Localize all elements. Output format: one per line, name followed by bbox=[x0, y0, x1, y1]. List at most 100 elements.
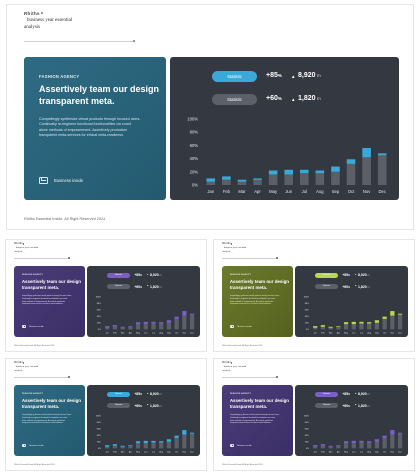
bar-base bbox=[389, 434, 395, 449]
percent-value-1: +85% bbox=[134, 273, 142, 277]
bar-top bbox=[112, 443, 117, 446]
bar-top bbox=[312, 444, 318, 447]
bar-top bbox=[335, 325, 341, 327]
headline-line-1: Assertively team our design bbox=[229, 398, 290, 404]
bar-base bbox=[151, 323, 156, 330]
metric-unit: m bbox=[317, 73, 321, 78]
x-tick-label: Dec bbox=[190, 332, 194, 334]
x-tick-label: Jul bbox=[152, 332, 155, 334]
body-line-2: Continually re-engineer functional funct… bbox=[21, 298, 67, 301]
x-tick-label: Apr bbox=[336, 450, 340, 453]
x-tick-label: Feb bbox=[321, 332, 325, 334]
slide-footer: Rhiths Essential Inside. All Right Reser… bbox=[14, 344, 55, 347]
bar-base bbox=[351, 323, 356, 330]
bar-base bbox=[158, 442, 164, 449]
bar-top bbox=[320, 443, 325, 446]
slide-thumb-olive[interactable]: Rhiths business year essential analysis FAS… bbox=[213, 239, 415, 352]
brand-name: Rhiths bbox=[14, 242, 24, 245]
bar-top bbox=[174, 435, 179, 438]
statistic-pill-1[interactable]: Statistic bbox=[315, 391, 338, 398]
bar-base bbox=[397, 433, 402, 449]
slide-thumb-teal[interactable]: Rhiths business year essential analysis FAS… bbox=[5, 358, 207, 471]
subtitle-line-1: business year essential bbox=[27, 18, 73, 23]
subtitle-line-2: analysis bbox=[222, 249, 231, 253]
bar-base bbox=[331, 171, 340, 185]
y-tick-label: 80% bbox=[190, 130, 199, 135]
x-tick-label: Dec bbox=[398, 332, 402, 334]
statistic-pill-1[interactable]: Statistic bbox=[315, 272, 338, 279]
feature-card: FASHION AGENCY Assertively team our desig… bbox=[222, 384, 293, 456]
bar-top bbox=[166, 319, 171, 323]
header-rule-dot bbox=[68, 376, 70, 378]
feature-card: FASHION AGENCY Assertively team our desig… bbox=[222, 265, 293, 337]
x-tick-label: Feb bbox=[223, 189, 231, 194]
subtitle-line-2: analysis bbox=[222, 368, 231, 372]
card-tag: FASHION AGENCY bbox=[39, 74, 80, 79]
bar-top bbox=[143, 321, 148, 324]
bar-base bbox=[328, 446, 333, 449]
x-tick-label: Jan bbox=[105, 451, 109, 453]
y-tick-label: 20% bbox=[96, 441, 100, 443]
percent-suffix: % bbox=[348, 394, 351, 397]
x-tick-label: Sep bbox=[375, 332, 380, 334]
y-tick-label: 100% bbox=[303, 415, 308, 417]
statistic-pill-1[interactable]: Statistic bbox=[107, 391, 130, 398]
x-tick-label: May bbox=[344, 451, 349, 453]
card-body: Compellingly synthesize virtual products… bbox=[230, 414, 292, 425]
bar-top bbox=[181, 429, 187, 435]
bar-base bbox=[268, 174, 278, 185]
bar-top bbox=[315, 170, 325, 174]
y-tick-label: 20% bbox=[304, 441, 308, 443]
bar-base bbox=[351, 442, 356, 449]
body-line-2: Continually re-engineer functional funct… bbox=[229, 298, 275, 301]
x-tick-label: Jan bbox=[313, 451, 317, 453]
bar-base bbox=[151, 442, 156, 449]
statistic-pill-2[interactable]: Statistic bbox=[315, 403, 338, 409]
statistic-pill-1[interactable]: Statistic bbox=[107, 272, 130, 279]
slide-main[interactable]: Rhiths business year essential analysis FAS… bbox=[6, 4, 414, 230]
bar-base bbox=[328, 327, 333, 330]
bar-top bbox=[253, 178, 262, 180]
card-body: Compellingly synthesize virtual products… bbox=[39, 117, 164, 139]
card-headline: Assertively team our design transparent m… bbox=[39, 84, 164, 107]
metric-unit: m bbox=[159, 394, 162, 397]
header-rule-dot bbox=[276, 376, 278, 378]
percent-number: +85 bbox=[134, 273, 141, 278]
bar-top bbox=[174, 316, 179, 319]
x-tick-label: Mar bbox=[121, 332, 125, 334]
statistic-pill-1[interactable]: Statistic bbox=[212, 71, 257, 82]
x-tick-label: Jun bbox=[144, 332, 148, 334]
brand-name: Rhiths bbox=[24, 11, 40, 16]
y-tick-label: 60% bbox=[190, 143, 199, 148]
x-tick-label: Dec bbox=[398, 451, 402, 453]
bar-base bbox=[120, 327, 125, 330]
body-line-2: Continually re-engineer functional funct… bbox=[39, 122, 131, 127]
subtitle-line-1: business year essential bbox=[15, 365, 39, 369]
metric-number: 8,920 bbox=[150, 273, 159, 278]
percent-number: +60 bbox=[134, 284, 141, 289]
bar-top bbox=[189, 313, 194, 315]
bar-top bbox=[351, 321, 356, 324]
bar-top bbox=[284, 169, 293, 175]
bar-chart: 0% 20% 40% 60% 80% 100% Jan Feb Mar Apr May Jun Jul A… bbox=[187, 117, 387, 194]
slide-thumb-purple-2[interactable]: Rhiths business year essential analysis FAS… bbox=[213, 358, 415, 471]
bar-base bbox=[382, 437, 387, 449]
slide-thumb-purple[interactable]: Rhiths business year essential analysis FAS… bbox=[5, 239, 207, 352]
bar-base bbox=[377, 155, 387, 185]
statistic-pill-2[interactable]: Statistic bbox=[315, 284, 338, 290]
x-tick-label: Oct bbox=[383, 450, 387, 453]
statistic-pill-2[interactable]: Statistic bbox=[107, 284, 130, 290]
statistic-pill-2[interactable]: Statistic bbox=[107, 403, 130, 409]
statistic-pill-2[interactable]: Statistic bbox=[212, 94, 257, 105]
x-tick-label: Dec bbox=[378, 189, 385, 194]
bar-base bbox=[174, 318, 179, 330]
metric-number: 8,920 bbox=[150, 392, 159, 397]
percent-value-2: +60% bbox=[134, 404, 142, 408]
bar-base bbox=[374, 441, 379, 449]
trend-up-icon: ▲ bbox=[146, 285, 149, 288]
percent-number: +85 bbox=[342, 392, 349, 397]
feature-card: FASHION AGENCY Assertively team our desig… bbox=[14, 265, 85, 337]
slide-subtitle: business year essential analysis bbox=[222, 365, 246, 372]
x-tick-label: Mar bbox=[329, 451, 333, 453]
